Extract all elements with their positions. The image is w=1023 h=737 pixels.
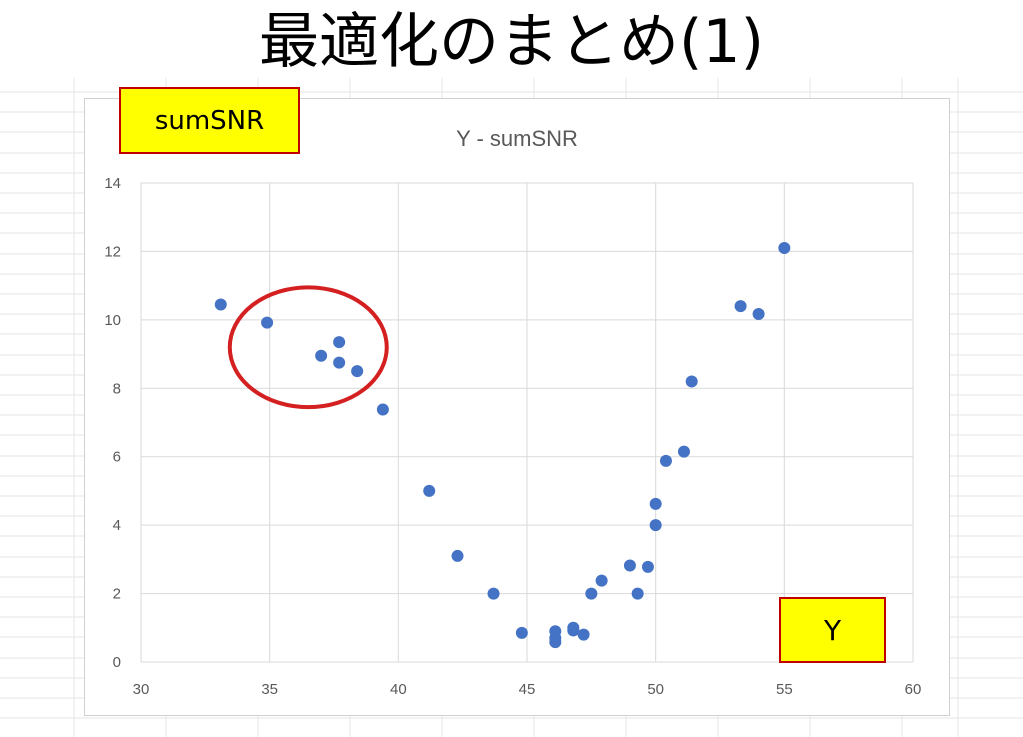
data-point — [315, 349, 328, 362]
chart-title: Y - sumSNR — [456, 126, 578, 151]
data-point — [549, 636, 562, 649]
y-tick-label: 8 — [113, 380, 121, 397]
data-point — [567, 624, 580, 637]
x-axis-callout: Y — [779, 597, 886, 663]
data-point — [451, 549, 464, 562]
slide-title: 最適化のまとめ(1) — [259, 7, 764, 77]
data-point — [595, 574, 608, 587]
y-tick-label: 12 — [104, 243, 121, 260]
data-point — [333, 336, 346, 349]
data-point — [631, 587, 644, 600]
y-tick-label: 10 — [104, 312, 121, 329]
data-point — [515, 626, 528, 639]
x-tick-label: 35 — [261, 681, 278, 698]
y-tick-label: 0 — [113, 654, 121, 671]
y-tick-label: 6 — [113, 449, 121, 466]
data-point — [585, 587, 598, 600]
data-point — [649, 497, 662, 510]
data-point — [734, 300, 747, 313]
data-point — [641, 560, 654, 573]
data-point — [778, 242, 791, 255]
data-point — [261, 316, 274, 329]
data-point — [659, 454, 672, 467]
data-point — [685, 375, 698, 388]
data-point — [423, 484, 436, 497]
data-point — [487, 587, 500, 600]
x-tick-label: 50 — [647, 681, 664, 698]
highlight-ellipse — [227, 285, 389, 410]
data-point — [376, 403, 389, 416]
x-tick-label: 45 — [519, 681, 536, 698]
y-tick-label: 14 — [104, 175, 121, 192]
x-tick-label: 60 — [905, 681, 922, 698]
x-tick-label: 55 — [776, 681, 793, 698]
data-point — [649, 519, 662, 532]
data-point — [333, 356, 346, 369]
data-point — [577, 628, 590, 641]
y-tick-label: 2 — [113, 586, 121, 603]
y-tick-label: 4 — [113, 517, 121, 534]
x-tick-label: 30 — [133, 681, 150, 698]
y-axis-callout: sumSNR — [119, 87, 300, 154]
x-tick-label: 40 — [390, 681, 407, 698]
data-point — [677, 445, 690, 458]
data-point — [752, 308, 765, 321]
data-point — [623, 559, 636, 572]
data-point — [351, 365, 364, 378]
data-point — [214, 298, 227, 311]
